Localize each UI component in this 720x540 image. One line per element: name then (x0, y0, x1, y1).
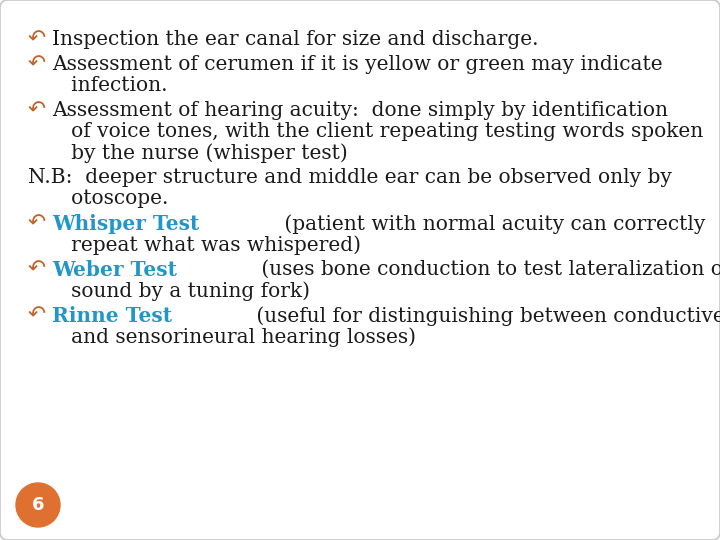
Circle shape (16, 483, 60, 527)
Text: ↶: ↶ (28, 260, 46, 280)
Text: Whisper Test: Whisper Test (52, 214, 199, 234)
Text: N.B:  deeper structure and middle ear can be observed only by: N.B: deeper structure and middle ear can… (28, 168, 672, 187)
Text: (useful for distinguishing between conductive: (useful for distinguishing between condu… (251, 306, 720, 326)
Text: Weber Test: Weber Test (52, 260, 177, 280)
Text: by the nurse (whisper test): by the nurse (whisper test) (52, 143, 348, 163)
Text: otoscope.: otoscope. (52, 189, 168, 208)
Text: 6: 6 (32, 496, 44, 514)
Text: and sensorineural hearing losses): and sensorineural hearing losses) (52, 327, 416, 347)
Text: ↶: ↶ (28, 306, 46, 326)
Text: ↶: ↶ (28, 30, 46, 50)
Text: ↶: ↶ (28, 101, 46, 121)
Text: Assessment of cerumen if it is yellow or green may indicate: Assessment of cerumen if it is yellow or… (52, 55, 662, 74)
Text: Assessment of hearing acuity:  done simply by identification: Assessment of hearing acuity: done simpl… (52, 101, 668, 120)
Text: of voice tones, with the client repeating testing words spoken: of voice tones, with the client repeatin… (52, 122, 703, 141)
Text: ↶: ↶ (28, 214, 46, 234)
Text: (patient with normal acuity can correctly: (patient with normal acuity can correctl… (277, 214, 705, 234)
Text: repeat what was whispered): repeat what was whispered) (52, 235, 361, 255)
Text: ↶: ↶ (28, 55, 46, 75)
Text: Inspection the ear canal for size and discharge.: Inspection the ear canal for size and di… (52, 30, 539, 49)
Text: (uses bone conduction to test lateralization of: (uses bone conduction to test lateraliza… (255, 260, 720, 279)
Text: Rinne Test: Rinne Test (52, 306, 172, 326)
Text: infection.: infection. (52, 76, 168, 95)
Text: sound by a tuning fork): sound by a tuning fork) (52, 281, 310, 301)
